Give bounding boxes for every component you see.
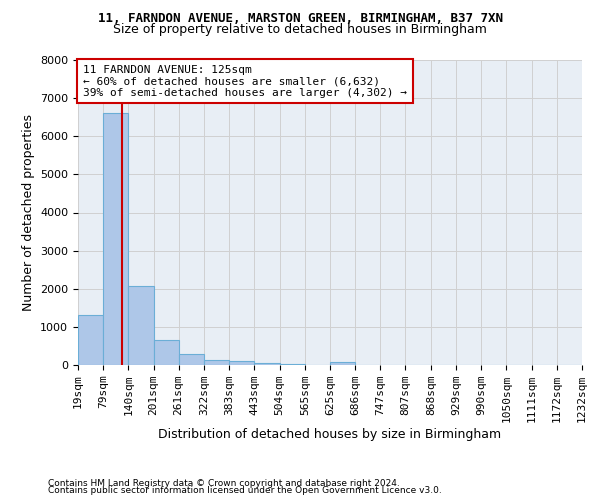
Text: 11 FARNDON AVENUE: 125sqm
← 60% of detached houses are smaller (6,632)
39% of se: 11 FARNDON AVENUE: 125sqm ← 60% of detac… <box>83 64 407 98</box>
Bar <box>229 361 254 365</box>
Text: Size of property relative to detached houses in Birmingham: Size of property relative to detached ho… <box>113 22 487 36</box>
Y-axis label: Number of detached properties: Number of detached properties <box>22 114 35 311</box>
X-axis label: Distribution of detached houses by size in Birmingham: Distribution of detached houses by size … <box>158 428 502 440</box>
Text: 11, FARNDON AVENUE, MARSTON GREEN, BIRMINGHAM, B37 7XN: 11, FARNDON AVENUE, MARSTON GREEN, BIRMI… <box>97 12 503 26</box>
Bar <box>254 363 280 365</box>
Text: Contains HM Land Registry data © Crown copyright and database right 2024.: Contains HM Land Registry data © Crown c… <box>48 478 400 488</box>
Bar <box>128 286 154 365</box>
Text: Contains public sector information licensed under the Open Government Licence v3: Contains public sector information licen… <box>48 486 442 495</box>
Bar <box>154 340 179 365</box>
Bar <box>330 362 355 365</box>
Bar <box>204 360 229 365</box>
Bar <box>103 112 128 365</box>
Bar <box>179 354 204 365</box>
Bar <box>78 315 103 365</box>
Bar <box>280 364 305 365</box>
